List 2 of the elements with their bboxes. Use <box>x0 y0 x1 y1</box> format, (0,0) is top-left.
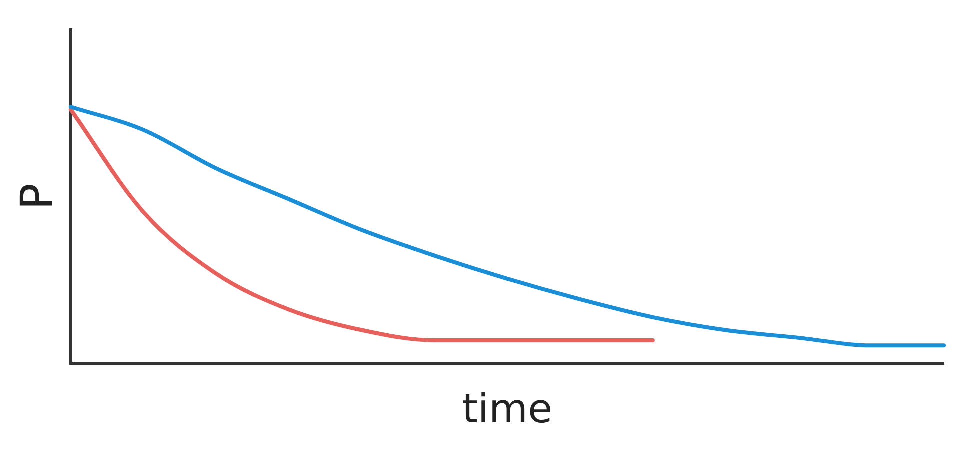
y-axis-title: P <box>12 184 63 210</box>
x-axis-title: time <box>462 386 553 432</box>
